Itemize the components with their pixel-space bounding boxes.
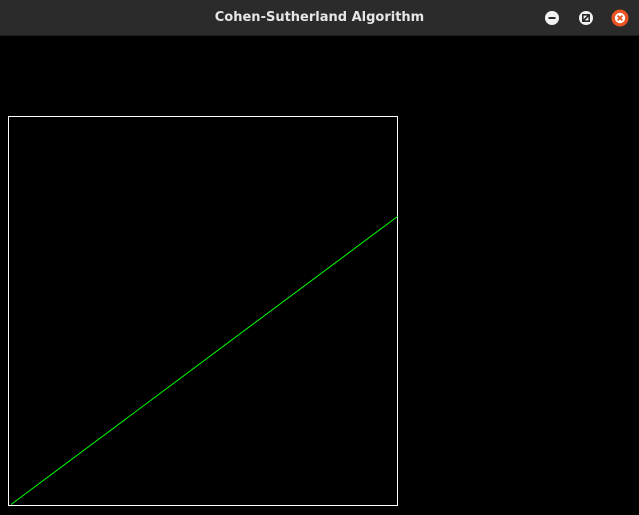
- clipped-line-segment: [10, 216, 398, 505]
- title-bar[interactable]: Cohen-Sutherland Algorithm: [0, 0, 639, 36]
- maximize-icon: [579, 11, 593, 25]
- close-icon: [611, 9, 629, 27]
- canvas-drawing: [8, 116, 398, 506]
- minimize-icon: [545, 11, 559, 25]
- minimize-button[interactable]: [544, 10, 560, 26]
- clip-window-rectangle: [8, 116, 398, 506]
- window-title: Cohen-Sutherland Algorithm: [214, 10, 425, 25]
- maximize-button[interactable]: [578, 10, 594, 26]
- close-button[interactable]: [611, 9, 629, 27]
- drawing-canvas[interactable]: [0, 36, 639, 515]
